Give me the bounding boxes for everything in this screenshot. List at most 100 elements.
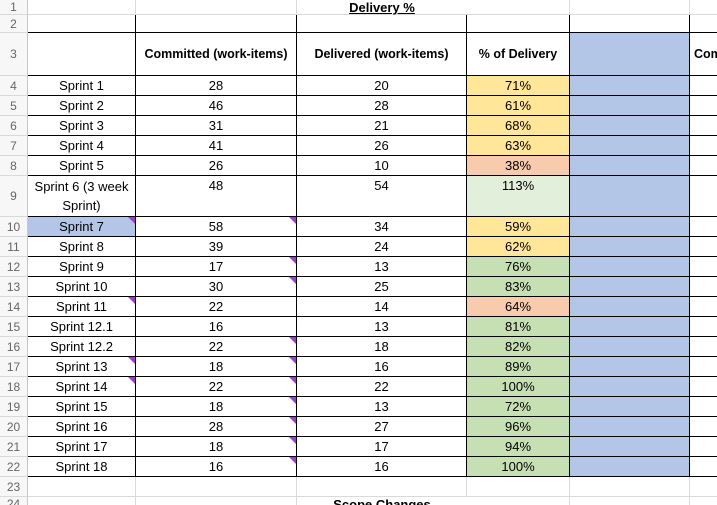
blank-cell[interactable]	[570, 317, 690, 337]
header-cell-sprint[interactable]	[28, 33, 136, 76]
report-title[interactable]: Delivery %	[297, 0, 467, 15]
blank-cell[interactable]	[570, 417, 690, 437]
comment-flag-icon[interactable]	[128, 357, 135, 364]
row-header[interactable]: 12	[0, 257, 28, 277]
committed-cell[interactable]: 39	[136, 237, 297, 257]
row-header[interactable]: 15	[0, 317, 28, 337]
comment-flag-icon[interactable]	[289, 457, 296, 464]
blank-cell[interactable]	[570, 297, 690, 317]
committed-cell[interactable]: 58	[136, 217, 297, 237]
committed-cell[interactable]: 16	[136, 317, 297, 337]
row-header[interactable]: 11	[0, 237, 28, 257]
sprint-cell[interactable]: Sprint 17	[28, 437, 136, 457]
comment-flag-icon[interactable]	[289, 377, 296, 384]
delivery-pct-cell[interactable]: 63%	[467, 136, 570, 156]
committed-cell[interactable]: 28	[136, 76, 297, 96]
blank-cell[interactable]	[570, 337, 690, 357]
sprint-cell[interactable]: Sprint 1	[28, 76, 136, 96]
delivered-cell[interactable]: 27	[297, 417, 467, 437]
comment-flag-icon[interactable]	[289, 277, 296, 284]
blank-cell[interactable]	[570, 237, 690, 257]
delivered-cell[interactable]: 21	[297, 116, 467, 136]
header-cell-committed[interactable]: Committed (work-items)	[136, 33, 297, 76]
cell[interactable]	[28, 15, 136, 33]
row-header[interactable]: 17	[0, 357, 28, 377]
sprint-cell[interactable]: Sprint 15	[28, 397, 136, 417]
delivery-pct-cell[interactable]: 100%	[467, 377, 570, 397]
row-header[interactable]: 13	[0, 277, 28, 297]
comment-flag-icon[interactable]	[289, 257, 296, 264]
cell[interactable]	[690, 437, 717, 457]
blank-cell[interactable]	[570, 457, 690, 477]
row-header[interactable]: 9	[0, 176, 28, 217]
committed-cell[interactable]: 31	[136, 116, 297, 136]
sprint-cell[interactable]: Sprint 9	[28, 257, 136, 277]
header-cell-blank[interactable]	[570, 33, 690, 76]
delivery-pct-cell[interactable]: 62%	[467, 237, 570, 257]
blank-cell[interactable]	[570, 377, 690, 397]
sprint-cell[interactable]: Sprint 18	[28, 457, 136, 477]
delivery-pct-cell[interactable]: 82%	[467, 337, 570, 357]
cell[interactable]	[690, 116, 717, 136]
sprint-cell[interactable]: Sprint 10	[28, 277, 136, 297]
cell[interactable]	[690, 0, 717, 15]
sprint-cell[interactable]: Sprint 14	[28, 377, 136, 397]
cell[interactable]	[570, 15, 690, 33]
delivery-pct-cell[interactable]: 61%	[467, 96, 570, 116]
committed-cell[interactable]: 22	[136, 297, 297, 317]
row-header[interactable]: 1	[0, 0, 28, 15]
delivery-pct-cell[interactable]: 89%	[467, 357, 570, 377]
comment-flag-icon[interactable]	[128, 297, 135, 304]
blank-cell[interactable]	[570, 257, 690, 277]
sprint-cell[interactable]: Sprint 6 (3 week Sprint)	[28, 176, 136, 217]
delivery-pct-cell[interactable]: 83%	[467, 277, 570, 297]
cell[interactable]	[570, 0, 690, 15]
delivered-cell[interactable]: 26	[297, 136, 467, 156]
sprint-cell[interactable]: Sprint 5	[28, 156, 136, 176]
blank-cell[interactable]	[570, 156, 690, 176]
comment-flag-icon[interactable]	[289, 437, 296, 444]
blank-cell[interactable]	[570, 277, 690, 297]
committed-cell[interactable]: 41	[136, 136, 297, 156]
sprint-cell[interactable]: Sprint 13	[28, 357, 136, 377]
cell[interactable]	[690, 397, 717, 417]
row-header[interactable]: 8	[0, 156, 28, 176]
cell[interactable]	[690, 136, 717, 156]
committed-cell[interactable]: 28	[136, 417, 297, 437]
blank-cell[interactable]	[570, 217, 690, 237]
row-header[interactable]: 24	[0, 497, 28, 505]
delivery-pct-cell[interactable]: 64%	[467, 297, 570, 317]
blank-cell[interactable]	[570, 176, 690, 217]
cell[interactable]	[690, 337, 717, 357]
delivery-pct-cell[interactable]: 38%	[467, 156, 570, 176]
cell[interactable]	[690, 417, 717, 437]
committed-cell[interactable]: 18	[136, 397, 297, 417]
delivery-pct-cell[interactable]: 100%	[467, 457, 570, 477]
delivered-cell[interactable]: 18	[297, 337, 467, 357]
comment-flag-icon[interactable]	[128, 377, 135, 384]
cell[interactable]	[467, 15, 570, 33]
row-header[interactable]: 14	[0, 297, 28, 317]
row-header[interactable]: 21	[0, 437, 28, 457]
cell[interactable]	[690, 297, 717, 317]
delivered-cell[interactable]: 16	[297, 457, 467, 477]
sprint-cell[interactable]: Sprint 11	[28, 297, 136, 317]
row-header[interactable]: 16	[0, 337, 28, 357]
sprint-cell[interactable]: Sprint 2	[28, 96, 136, 116]
row-header[interactable]: 6	[0, 116, 28, 136]
cell[interactable]	[690, 357, 717, 377]
sprint-cell[interactable]: Sprint 12.1	[28, 317, 136, 337]
delivery-pct-cell[interactable]: 72%	[467, 397, 570, 417]
cell[interactable]	[297, 15, 467, 33]
cell[interactable]	[297, 477, 467, 497]
blank-cell[interactable]	[570, 76, 690, 96]
comment-flag-icon[interactable]	[289, 397, 296, 404]
comment-flag-icon[interactable]	[289, 337, 296, 344]
sprint-cell[interactable]: Sprint 3	[28, 116, 136, 136]
comment-flag-icon[interactable]	[289, 217, 296, 224]
sprint-cell[interactable]: Sprint 12.2	[28, 337, 136, 357]
cell[interactable]	[690, 15, 717, 33]
row-header[interactable]: 19	[0, 397, 28, 417]
committed-cell[interactable]: 48	[136, 176, 297, 217]
sprint-cell[interactable]: Sprint 7	[28, 217, 136, 237]
